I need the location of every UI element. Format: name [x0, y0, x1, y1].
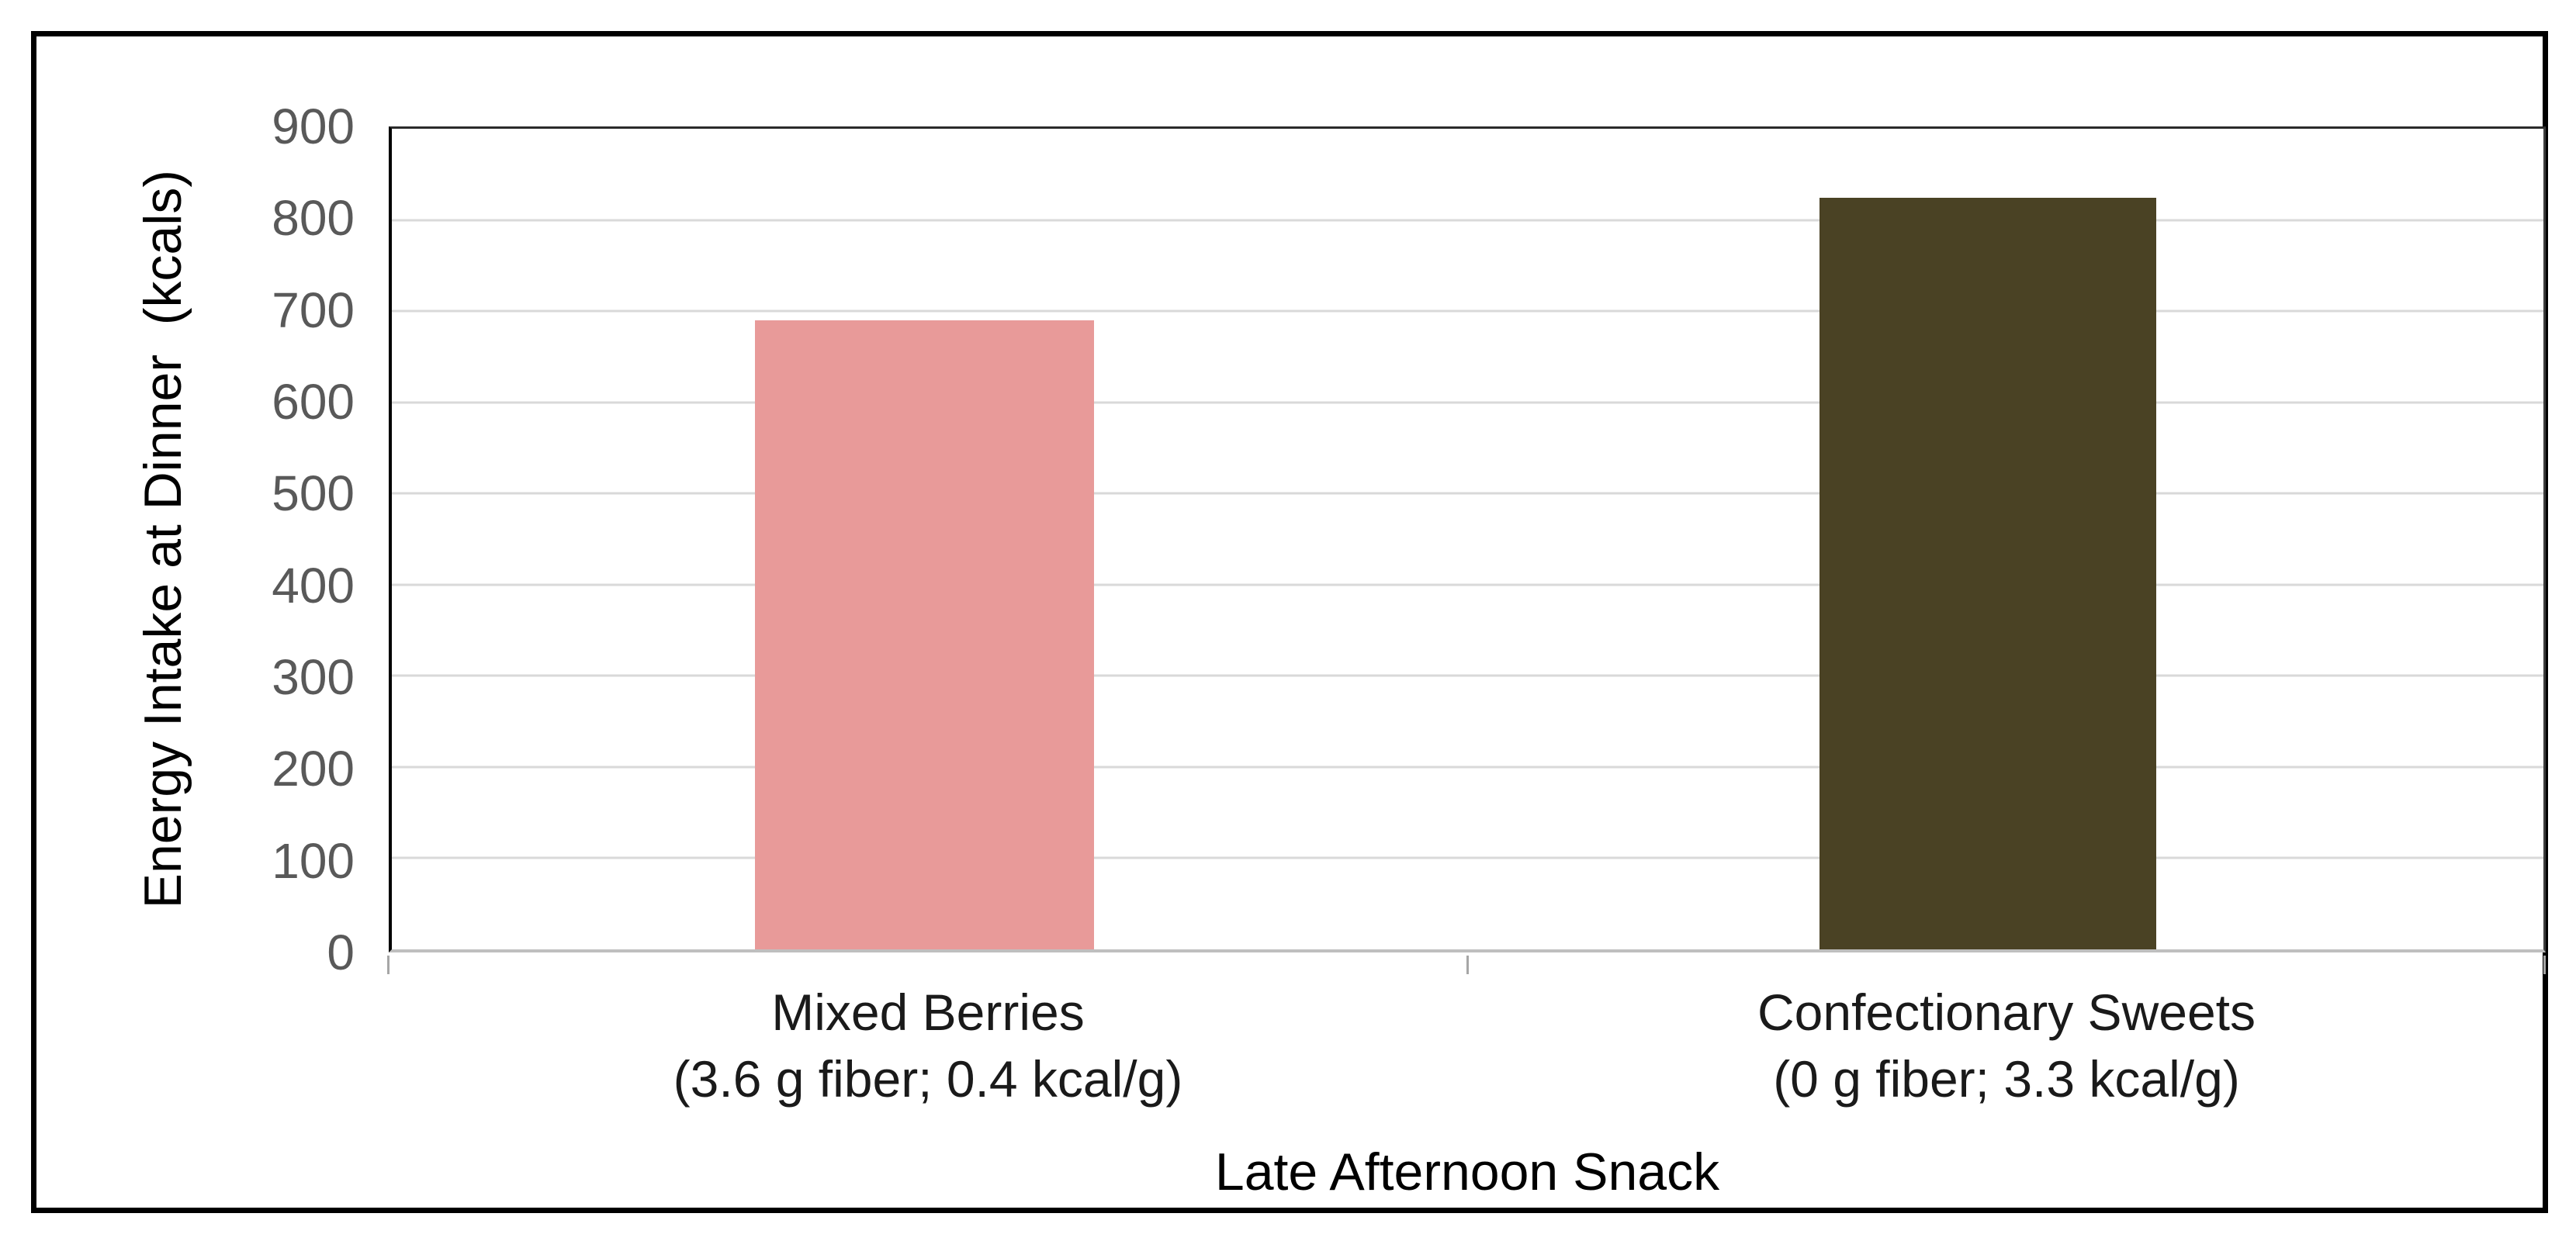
category-sublabel: (0 g fiber; 3.3 kcal/g): [1773, 1050, 2240, 1108]
y-tick-label: 400: [272, 558, 355, 614]
gridline-700: [392, 309, 2543, 313]
bar-confectionary-sweets: [1819, 198, 2156, 949]
x-category-label-mixed-berries: Mixed Berries (3.6 g fiber; 0.4 kcal/g): [389, 979, 1467, 1112]
x-tick-left: [387, 956, 390, 974]
y-tick-label: 200: [272, 741, 355, 797]
gridline-500: [392, 492, 2543, 495]
y-tick-label: 300: [272, 649, 355, 705]
category-name: Mixed Berries: [771, 983, 1085, 1041]
gridline-800: [392, 219, 2543, 222]
y-tick-label: 600: [272, 374, 355, 430]
gridline-300: [392, 674, 2543, 677]
category-sublabel: (3.6 g fiber; 0.4 kcal/g): [673, 1050, 1183, 1108]
plot-area: [389, 126, 2546, 952]
x-tick-right: [2543, 956, 2546, 974]
chart-figure: Energy Intake at Dinner (kcals) 900 800 …: [31, 31, 2548, 1213]
y-tick-label: 800: [272, 190, 355, 246]
x-axis-title: Late Afternoon Snack: [1214, 1142, 1720, 1201]
y-tick-label: 0: [327, 925, 355, 980]
y-tick-label: 500: [272, 465, 355, 521]
x-tick-middle: [1466, 956, 1469, 974]
gridline-200: [392, 766, 2543, 769]
x-category-label-confectionary-sweets: Confectionary Sweets (0 g fiber; 3.3 kca…: [1467, 979, 2546, 1112]
y-axis-title-text: Energy Intake at Dinner (kcals): [133, 170, 192, 909]
y-tick-label: 100: [272, 833, 355, 889]
y-axis-title: Energy Intake at Dinner (kcals): [105, 126, 221, 952]
gridline-400: [392, 583, 2543, 586]
y-tick-label: 700: [272, 282, 355, 338]
category-name: Confectionary Sweets: [1757, 983, 2256, 1041]
y-tick-label: 900: [272, 99, 355, 154]
gridline-600: [392, 401, 2543, 404]
gridline-100: [392, 856, 2543, 859]
bar-mixed-berries: [755, 320, 1094, 949]
